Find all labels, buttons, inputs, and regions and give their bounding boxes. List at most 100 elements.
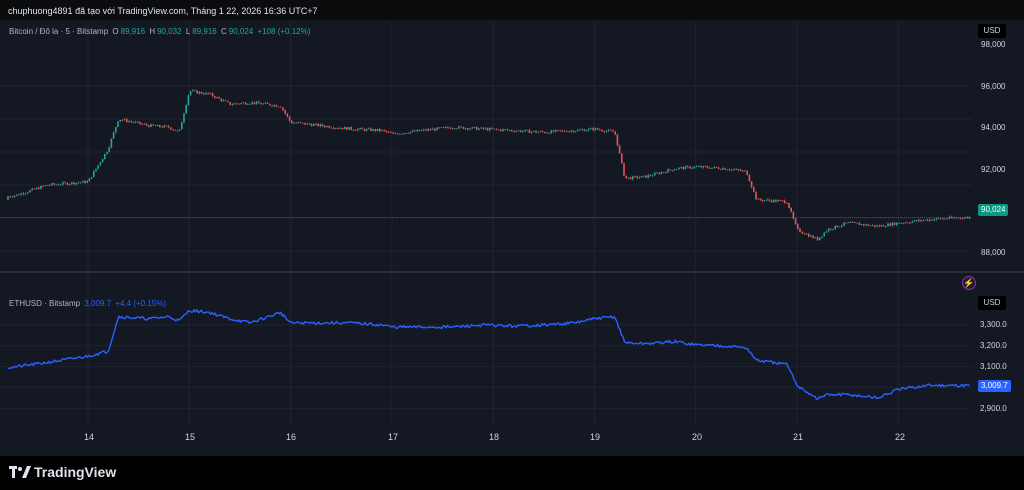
btc-candle-body (196, 90, 198, 94)
btc-candle-body (203, 93, 205, 95)
btc-candle-body (130, 121, 132, 123)
btc-candle-body (665, 172, 667, 173)
btc-candle-body (770, 200, 773, 203)
btc-candle-body (42, 185, 44, 187)
btc-title[interactable]: Bitcoin / Đô la · 5 · Bitstamp (9, 27, 109, 36)
btc-candle-body (489, 127, 491, 131)
btc-candle-body (634, 176, 636, 178)
btc-candle-body (387, 131, 390, 133)
eth-price-tick: 3,100.0 (980, 362, 1007, 371)
btc-candle-body (240, 103, 242, 104)
btc-candle-body (101, 158, 104, 163)
btc-high-label: H (149, 27, 156, 36)
btc-candle-body (638, 177, 641, 179)
btc-candle-body (843, 222, 845, 226)
btc-candle-body (651, 175, 654, 177)
btc-candle-body (126, 119, 128, 122)
btc-candle-body (337, 127, 339, 129)
btc-candle-body (746, 170, 748, 176)
btc-candle-body (332, 127, 335, 129)
btc-candle-body (856, 222, 858, 224)
pane-separator[interactable] (0, 271, 1024, 273)
btc-currency-button[interactable]: USD (978, 24, 1006, 38)
btc-candle-body (139, 121, 141, 124)
btc-candle-body (418, 129, 421, 131)
btc-candle-body (689, 166, 691, 169)
btc-candle-body (880, 225, 883, 227)
btc-candle-body (737, 169, 740, 171)
btc-candle-body (495, 128, 498, 130)
btc-candle-body (451, 128, 454, 130)
btc-candle-body (282, 107, 284, 111)
btc-candle-body (603, 131, 605, 132)
btc-candle-body (515, 130, 517, 132)
btc-candle-body (86, 181, 88, 183)
btc-candle-body (46, 185, 49, 186)
btc-low: 89,916 (192, 27, 217, 36)
chart-credit: chuphuong4891 đã tạo với TradingView.com… (8, 6, 318, 16)
btc-candle-body (882, 225, 885, 227)
btc-candle-body (326, 125, 328, 127)
lightning-icon[interactable]: ⚡ (962, 276, 976, 290)
btc-candle-body (163, 125, 165, 128)
btc-candle-body (717, 167, 720, 170)
btc-candle-body (616, 134, 619, 146)
btc-candle-body (968, 217, 971, 219)
btc-candle-body (491, 127, 493, 129)
btc-candle-body (838, 226, 841, 228)
chart-area[interactable] (0, 20, 1024, 456)
btc-candle-body (260, 103, 262, 105)
btc-candle-body (526, 129, 528, 131)
grid (0, 20, 972, 425)
btc-candle-body (570, 130, 572, 132)
btc-candle-body (247, 104, 249, 105)
btc-candle-body (874, 225, 876, 227)
btc-candle-body (636, 176, 638, 179)
btc-candle-body (909, 222, 911, 224)
btc-candle-body (469, 128, 471, 130)
btc-candle-body (592, 128, 594, 131)
btc-candle-body (739, 170, 742, 171)
btc-candle-body (900, 223, 902, 224)
btc-candle-body (143, 123, 146, 125)
eth-series-line (7, 308, 970, 400)
tradingview-logo-icon[interactable] (9, 466, 31, 480)
btc-candle-body (731, 169, 733, 171)
btc-candle-body (170, 127, 172, 130)
btc-candle-body (574, 131, 577, 133)
btc-candle-body (863, 224, 865, 226)
btc-candle-body (544, 132, 546, 133)
btc-candle-body (700, 166, 702, 168)
btc-candle-body (458, 126, 460, 129)
btc-candle-body (834, 225, 836, 229)
btc-candle-body (658, 172, 660, 174)
btc-candle-body (407, 133, 410, 135)
btc-candle-body (335, 127, 337, 129)
btc-candle-body (434, 128, 436, 131)
eth-currency-button[interactable]: USD (978, 296, 1006, 310)
btc-candle-body (724, 168, 726, 170)
eth-title[interactable]: ETHUSD · Bitstamp (9, 299, 81, 308)
btc-candle-body (794, 218, 797, 225)
btc-candle-body (825, 231, 828, 233)
btc-candle-body (966, 217, 968, 218)
btc-candle-body (814, 237, 817, 239)
btc-candle-body (585, 130, 588, 132)
btc-candle-body (753, 187, 755, 192)
btc-candle-body (271, 105, 273, 107)
btc-candle-body (808, 233, 810, 237)
brand-name[interactable]: TradingView (34, 464, 117, 480)
btc-candle-body (447, 126, 449, 128)
btc-candle-body (486, 128, 489, 131)
btc-candle-body (924, 219, 927, 221)
btc-candle-body (370, 128, 372, 131)
btc-candle-body (277, 106, 280, 108)
btc-candle-body (57, 184, 60, 186)
btc-candle-body (200, 91, 203, 94)
btc-candle-body (110, 138, 113, 148)
btc-candle-body (876, 225, 878, 227)
btc-candle-body (726, 169, 729, 171)
btc-candle-body (775, 199, 777, 202)
btc-candle-body (440, 127, 443, 129)
